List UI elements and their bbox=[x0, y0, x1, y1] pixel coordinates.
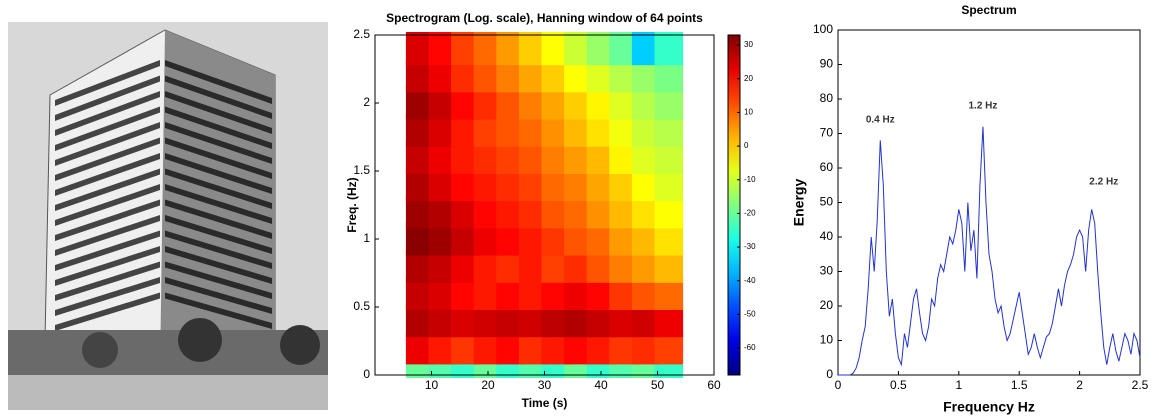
floor-band bbox=[165, 91, 272, 134]
y-tick-label: 1.5 bbox=[353, 163, 370, 177]
y-tick-label: 0 bbox=[826, 367, 833, 381]
floor-band bbox=[165, 292, 272, 329]
y-axis-label: Energy bbox=[791, 179, 807, 227]
x-tick-label: 2.5 bbox=[1132, 378, 1149, 392]
floor-band bbox=[165, 122, 272, 164]
colorbar-tick-label: -10 bbox=[744, 175, 756, 184]
x-tick-label: 1.5 bbox=[1011, 378, 1028, 392]
floor-band bbox=[55, 106, 160, 151]
floor-band bbox=[165, 75, 272, 119]
heat-cell bbox=[654, 32, 684, 66]
y-axis-label: Freq. (Hz) bbox=[345, 177, 359, 232]
floor-band bbox=[165, 199, 272, 239]
floor-band bbox=[165, 168, 272, 209]
floor-band bbox=[165, 106, 272, 149]
floor-band bbox=[55, 60, 160, 106]
floor-band bbox=[55, 91, 160, 136]
floor-band bbox=[165, 60, 272, 104]
floor-band bbox=[55, 122, 160, 166]
floor-band bbox=[55, 277, 160, 316]
y-tick-label: 0 bbox=[363, 367, 370, 381]
y-tick-label: 2.5 bbox=[353, 27, 370, 41]
y-tick-label: 70 bbox=[820, 126, 834, 140]
colorbar-tick-label: -50 bbox=[744, 310, 756, 319]
annotation: 1.2 Hz bbox=[969, 101, 998, 112]
colorbar-tick-label: -40 bbox=[744, 276, 756, 285]
x-tick-label: 20 bbox=[481, 378, 495, 392]
spectrum-line bbox=[838, 126, 1141, 376]
floor-band bbox=[55, 153, 160, 196]
colorbar-tick-label: 20 bbox=[744, 74, 753, 83]
floor-band bbox=[55, 230, 160, 271]
y-tick-label: 30 bbox=[820, 264, 834, 278]
floor-band bbox=[55, 75, 160, 121]
colorbar-tick-label: -20 bbox=[744, 209, 756, 218]
x-axis-label: Frequency Hz bbox=[943, 399, 1035, 415]
floor-band bbox=[165, 184, 272, 224]
y-tick-label: 100 bbox=[813, 22, 833, 36]
y-tick-label: 90 bbox=[820, 57, 834, 71]
annotation: 0.4 Hz bbox=[866, 114, 895, 125]
floor-band bbox=[55, 246, 160, 286]
x-tick-label: 60 bbox=[707, 378, 721, 392]
floor-band bbox=[165, 277, 272, 314]
chart-title: Spectrogram (Log. scale), Hanning window… bbox=[386, 11, 703, 25]
x-tick-label: 10 bbox=[425, 378, 439, 392]
colorbar-tick-label: 0 bbox=[744, 141, 749, 150]
colorbar-tick-label: -60 bbox=[744, 343, 756, 352]
floor-band bbox=[55, 215, 160, 256]
plot-frame bbox=[837, 29, 1141, 376]
floor-band bbox=[55, 261, 160, 301]
x-tick-label: 0.5 bbox=[890, 378, 907, 392]
y-tick-label: 10 bbox=[820, 333, 834, 347]
y-tick-label: 1 bbox=[363, 231, 370, 245]
floor-band bbox=[55, 137, 160, 181]
chart-title: Spectrum bbox=[961, 3, 1016, 17]
colorbar-tick-label: -30 bbox=[744, 242, 756, 251]
floor-band bbox=[55, 168, 160, 211]
x-tick-label: 50 bbox=[651, 378, 665, 392]
x-tick-label: 0 bbox=[835, 378, 842, 392]
x-tick-label: 1 bbox=[955, 378, 962, 392]
floor-band bbox=[165, 137, 272, 179]
floor-band bbox=[55, 199, 160, 241]
y-tick-label: 20 bbox=[820, 298, 834, 312]
annotation: 2.2 Hz bbox=[1089, 176, 1118, 187]
floor-band bbox=[165, 153, 272, 194]
x-tick-label: 30 bbox=[538, 378, 552, 392]
floor-band bbox=[165, 230, 272, 269]
colorbar-tick-label: 30 bbox=[744, 40, 753, 49]
building-photo bbox=[8, 22, 328, 410]
floor-band bbox=[165, 215, 272, 254]
y-tick-label: 2 bbox=[363, 95, 370, 109]
floor-band bbox=[55, 184, 160, 226]
floor-band bbox=[165, 246, 272, 284]
y-tick-label: 80 bbox=[820, 91, 834, 105]
y-tick-label: 40 bbox=[820, 229, 834, 243]
floor-band bbox=[55, 292, 160, 331]
x-tick-label: 2 bbox=[1076, 378, 1083, 392]
y-tick-label: 50 bbox=[820, 195, 834, 209]
floor-band bbox=[165, 261, 272, 299]
colorbar-tick-label: 10 bbox=[744, 108, 753, 117]
y-tick-label: 60 bbox=[820, 160, 834, 174]
x-axis-label: Time (s) bbox=[522, 396, 568, 410]
colorbar bbox=[727, 34, 741, 376]
x-tick-label: 40 bbox=[594, 378, 608, 392]
y-tick-label: 0.5 bbox=[353, 299, 370, 313]
